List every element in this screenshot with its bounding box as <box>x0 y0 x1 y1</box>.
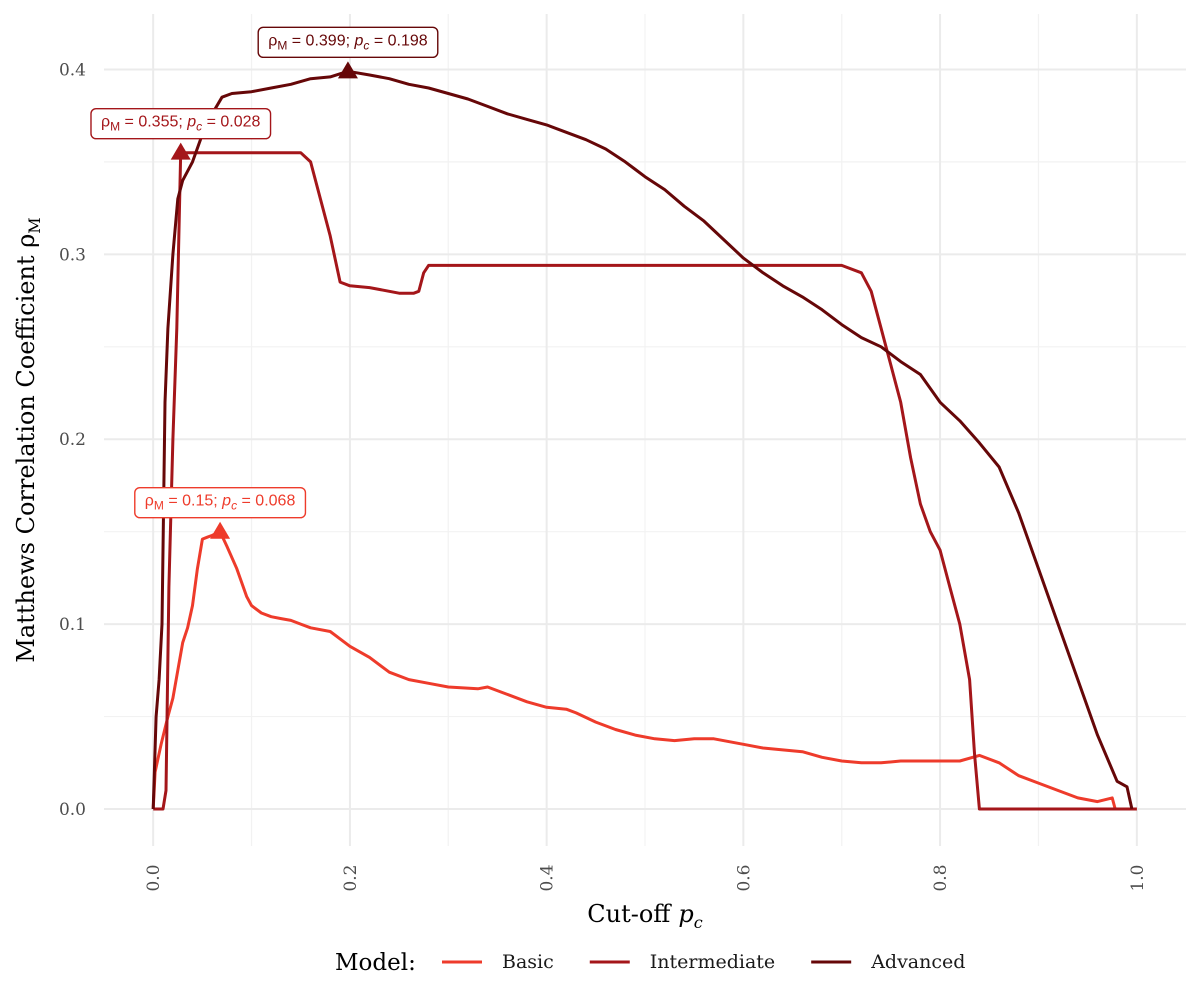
x-tick-label: 0.4 <box>538 864 558 891</box>
annotation-box <box>90 107 272 140</box>
y-axis-ticks: 0.0 0.1 0.2 0.3 0.4 <box>59 60 86 820</box>
x-tick-label: 0.6 <box>734 864 754 891</box>
x-axis-ticks: 0.0 0.2 0.4 0.6 0.8 1.0 <box>144 864 1148 891</box>
grid <box>104 14 1186 846</box>
y-tick-label: 0.3 <box>59 245 86 265</box>
legend-label-basic: Basic <box>502 951 554 973</box>
y-tick-label: 0.4 <box>59 60 86 80</box>
peak-marker <box>170 142 191 160</box>
x-tick-label: 0.2 <box>341 864 361 891</box>
annotation-box <box>257 26 439 59</box>
y-tick-label: 0.1 <box>59 615 86 635</box>
peak-marker <box>210 521 231 539</box>
y-tick-label: 0.0 <box>59 800 86 820</box>
annotation-advanced: ρM = 0.399; pc = 0.198 <box>257 26 439 79</box>
y-axis-title: Matthews Correlation Coefficient ρM <box>12 217 44 662</box>
legend-title: Model: <box>335 950 416 976</box>
annotation-box <box>134 486 307 519</box>
peak-marker <box>337 61 358 79</box>
annotation-label: ρM = 0.355; pc = 0.028 <box>101 114 261 134</box>
x-axis-title: Cut-off pc <box>587 900 702 932</box>
y-tick-label: 0.2 <box>59 430 86 450</box>
x-tick-label: 1.0 <box>1128 864 1148 891</box>
annotation-intermediate: ρM = 0.355; pc = 0.028 <box>90 107 272 160</box>
legend-label-advanced: Advanced <box>870 951 965 973</box>
peak-annotations: ρM = 0.15; pc = 0.068 ρM = 0.355; pc = 0.… <box>90 26 439 539</box>
annotation-label: ρM = 0.399; pc = 0.198 <box>268 32 428 52</box>
series-line-intermediate <box>153 151 1137 811</box>
x-tick-label: 0.0 <box>144 864 164 891</box>
x-tick-label: 0.8 <box>931 864 951 891</box>
series-line-basic <box>151 530 1137 811</box>
annotation-label: ρM = 0.15; pc = 0.068 <box>145 493 296 513</box>
legend-label-intermediate: Intermediate <box>650 951 775 973</box>
annotation-basic: ρM = 0.15; pc = 0.068 <box>134 486 307 539</box>
legend: Model: Basic Intermediate Advanced <box>335 950 965 976</box>
